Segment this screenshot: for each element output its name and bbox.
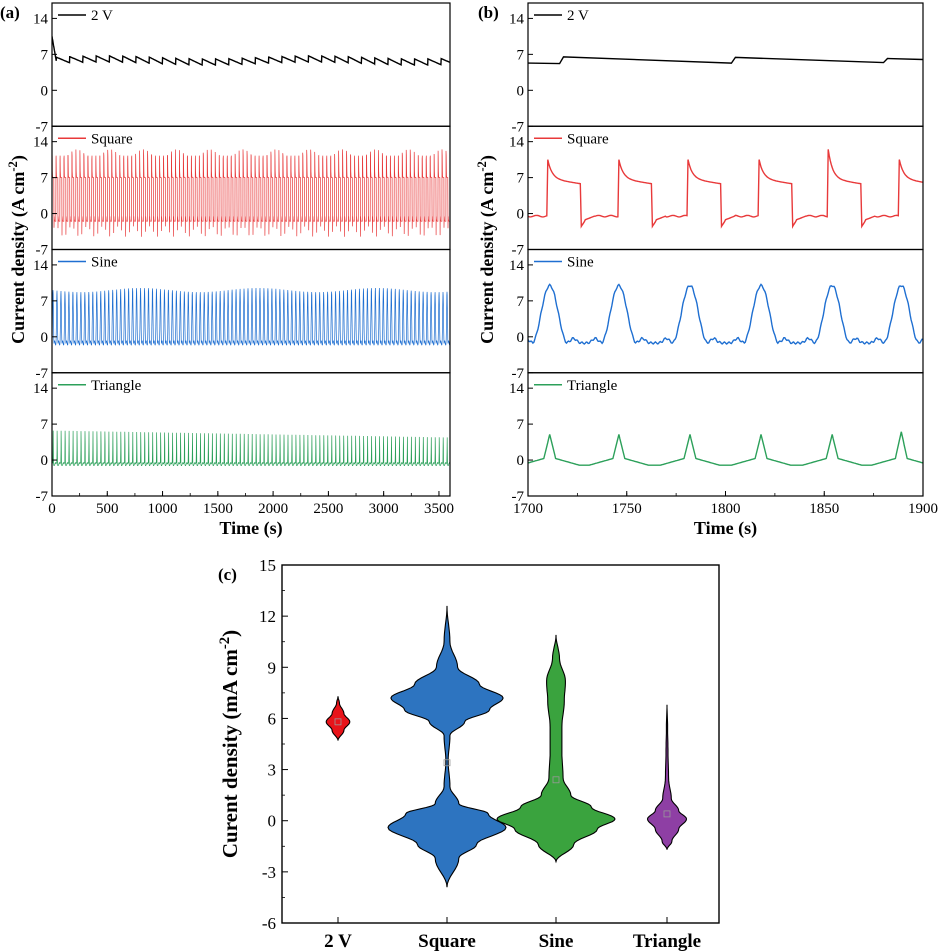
legend-label: 2 V bbox=[91, 8, 113, 24]
y-tick-label: 14 bbox=[509, 381, 525, 397]
legend-label: Triangle bbox=[91, 378, 142, 394]
x-tick-label: 3000 bbox=[369, 501, 399, 517]
series-line-2-v bbox=[52, 36, 450, 67]
y-tick-label: 15 bbox=[259, 556, 276, 575]
series-line-2-v bbox=[528, 56, 923, 65]
y-tick-label: -7 bbox=[36, 366, 49, 382]
y-tick-label: 7 bbox=[517, 417, 525, 433]
y-tick-label: 0 bbox=[41, 453, 49, 469]
subplot-frame bbox=[51, 372, 451, 497]
category-label: 2 V bbox=[324, 931, 352, 951]
y-tick-label: 14 bbox=[33, 11, 49, 27]
y-tick-label: 0 bbox=[517, 453, 525, 469]
y-tick-label: -7 bbox=[36, 243, 49, 259]
y-tick-label: 7 bbox=[41, 294, 49, 310]
plot-frame bbox=[281, 564, 720, 924]
y-tick-label: 7 bbox=[517, 294, 525, 310]
violin-triangle bbox=[646, 704, 688, 850]
series-line-sine bbox=[528, 283, 923, 345]
y-tick-label: 14 bbox=[33, 258, 49, 274]
violin-mean-marker bbox=[552, 776, 560, 784]
y-axis-label: Current density (A cm-2) bbox=[475, 155, 498, 344]
x-tick-label: 2500 bbox=[313, 501, 343, 517]
y-tick-label: 14 bbox=[509, 258, 525, 274]
violin-mean-marker bbox=[334, 718, 342, 726]
violin-square bbox=[387, 605, 507, 888]
y-tick-label: 0 bbox=[517, 83, 525, 99]
y-tick-label: -3 bbox=[262, 863, 276, 882]
x-tick-label: 1000 bbox=[148, 501, 178, 517]
violin-sine bbox=[496, 634, 616, 864]
legend-label: Sine bbox=[567, 255, 594, 271]
x-tick-label: 1500 bbox=[203, 501, 233, 517]
y-tick-label: 0 bbox=[517, 207, 525, 223]
panel-c: 2 V Square Sine Triangle -6 -3 0 3 6 9 12 15 Curent … bbox=[217, 556, 720, 951]
legend-label: Square bbox=[91, 131, 133, 147]
y-tick-label: 7 bbox=[517, 47, 525, 63]
violin-mean-marker bbox=[663, 810, 671, 818]
panel-label: (b) bbox=[478, 3, 499, 22]
x-axis-label: Time (s) bbox=[694, 518, 757, 539]
x-tick-label: 2000 bbox=[258, 501, 288, 517]
y-tick-label: 14 bbox=[33, 135, 49, 151]
y-tick-label: 0 bbox=[268, 812, 277, 831]
series-line-triangle bbox=[528, 431, 923, 466]
y-tick-label: 14 bbox=[509, 11, 525, 27]
category-label: Triangle bbox=[633, 931, 701, 951]
y-tick-label: -7 bbox=[36, 489, 49, 505]
y-axis-label: Curent density (mA cm-2) bbox=[217, 630, 242, 858]
x-tick-label: 1750 bbox=[612, 501, 642, 517]
y-axis-label: Current density (A cm-2) bbox=[6, 155, 29, 344]
y-tick-label: 14 bbox=[509, 135, 525, 151]
x-tick-label: 1800 bbox=[711, 501, 741, 517]
y-tick-label: 3 bbox=[268, 761, 277, 780]
y-tick-label: 0 bbox=[41, 207, 49, 223]
y-tick-label: 7 bbox=[41, 171, 49, 187]
y-tick-label: 0 bbox=[517, 330, 525, 346]
y-tick-label: 7 bbox=[517, 171, 525, 187]
y-tick-label: -7 bbox=[512, 489, 525, 505]
y-tick-label: -7 bbox=[36, 119, 49, 135]
x-tick-label: 500 bbox=[96, 501, 119, 517]
x-tick-label: 0 bbox=[48, 501, 56, 517]
y-tick-label: 9 bbox=[268, 658, 277, 677]
series-line-square bbox=[52, 149, 450, 237]
x-tick-label: 1700 bbox=[513, 501, 543, 517]
series-line-sine bbox=[52, 287, 450, 346]
x-tick-label: 1900 bbox=[908, 501, 938, 517]
y-tick-label: -7 bbox=[512, 243, 525, 259]
legend-label: Square bbox=[567, 131, 609, 147]
y-tick-label: -7 bbox=[512, 119, 525, 135]
y-tick-label: 0 bbox=[41, 330, 49, 346]
category-label: Square bbox=[418, 931, 476, 951]
y-tick-label: 7 bbox=[41, 47, 49, 63]
y-tick-label: 12 bbox=[259, 607, 276, 626]
legend-label: 2 V bbox=[567, 8, 589, 24]
x-axis-label: Time (s) bbox=[219, 518, 282, 539]
y-tick-label: 0 bbox=[41, 83, 49, 99]
x-tick-label: 1850 bbox=[809, 501, 839, 517]
y-tick-label: 7 bbox=[41, 417, 49, 433]
x-tick-label: 3500 bbox=[424, 501, 454, 517]
series-line-triangle bbox=[52, 430, 450, 467]
panel-label: (a) bbox=[0, 3, 20, 22]
panel-label: (c) bbox=[218, 565, 237, 584]
series-line-square bbox=[528, 149, 923, 229]
y-tick-label: -6 bbox=[262, 914, 276, 933]
legend-label: Triangle bbox=[567, 378, 618, 394]
violin-mean-marker bbox=[443, 759, 451, 767]
legend-label: Sine bbox=[91, 255, 118, 271]
panel-b-panel: -7 0 7 14 2 V -7 0 7 14 Square -7 0 7 14 Sine -7 0 7 14 Tri… bbox=[475, 2, 938, 539]
y-tick-label: 14 bbox=[33, 381, 49, 397]
y-tick-label: -7 bbox=[512, 366, 525, 382]
category-label: Sine bbox=[539, 931, 574, 951]
y-tick-label: 6 bbox=[268, 709, 277, 728]
